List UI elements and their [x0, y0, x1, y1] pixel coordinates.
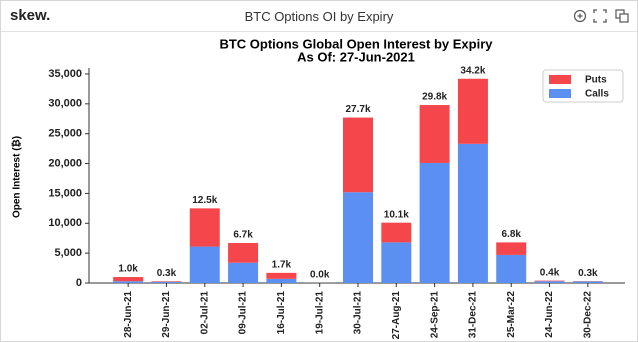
bar-segment [534, 280, 565, 282]
total-label: 0.3k [157, 268, 177, 279]
bar-segment [228, 262, 259, 283]
x-tick-label: 31-Dec-21 [468, 291, 479, 339]
legend-swatch [549, 89, 571, 98]
y-tick-label: 10,000 [48, 217, 82, 229]
bar-segment [381, 222, 412, 243]
total-label: 6.8k [501, 229, 521, 240]
y-tick-label: 5,000 [54, 247, 82, 259]
x-tick-label: 16-Jul-21 [276, 291, 287, 335]
bar-segment [496, 254, 527, 283]
y-tick-label: 35,000 [48, 68, 82, 80]
x-tick-label: 24-Sep-21 [429, 291, 440, 339]
bar-segment [457, 143, 488, 283]
legend-swatch [549, 75, 571, 84]
x-tick-label: 29-Jun-21 [161, 291, 172, 338]
legend-label: Calls [585, 89, 609, 100]
chart: BTC Options Global Open Interest by Expi… [11, 36, 625, 340]
x-tick-label: 09-Jul-21 [238, 291, 249, 335]
x-tick-label: 27-Aug-21 [391, 291, 402, 340]
x-tick-label: 25-Mar-22 [506, 291, 517, 338]
bar-segment [419, 105, 450, 163]
total-label: 27.7k [345, 104, 370, 115]
x-tick-label: 24-Jun-22 [544, 291, 555, 338]
widget-title: BTC Options OI by Expiry [244, 9, 394, 24]
header: skew. BTC Options OI by Expiry [1, 1, 637, 32]
y-tick-label: 30,000 [48, 98, 82, 110]
x-tick-label: 30-Dec-22 [582, 291, 593, 339]
bar-segment [151, 281, 182, 282]
total-label: 0.3k [578, 268, 598, 279]
bar-segment [113, 281, 144, 283]
total-label: 12.5k [192, 195, 217, 206]
total-label: 10.1k [384, 209, 409, 220]
bar-segment [113, 277, 144, 282]
y-tick-label: 20,000 [48, 157, 82, 169]
bar-segment [228, 242, 259, 263]
x-tick-label: 30-Jul-21 [353, 291, 364, 335]
bar-segment [572, 281, 603, 283]
total-label: 29.8k [422, 92, 447, 103]
total-label: 1.7k [272, 259, 292, 270]
total-label: 1.0k [118, 264, 138, 275]
legend-label: Puts [585, 75, 607, 86]
chart-title: BTC Options Global Open Interest by Expi… [219, 36, 493, 51]
bar-segment [343, 117, 373, 193]
x-tick-label: 19-Jul-21 [314, 291, 325, 335]
logo: skew. [10, 7, 51, 24]
y-tick-label: 15,000 [48, 187, 82, 199]
x-tick-label: 28-Jun-21 [123, 291, 134, 338]
bar-segment [189, 246, 220, 283]
total-label: 34.2k [460, 65, 485, 76]
fullscreen-icon[interactable] [593, 9, 607, 23]
total-label: 0.0k [310, 269, 330, 280]
bar-segment [457, 78, 488, 144]
bar-segment [189, 208, 220, 247]
chart-subtitle: As Of: 27-Jun-2021 [297, 49, 415, 64]
bar-segment [534, 281, 565, 283]
bar-segment [151, 281, 182, 283]
total-label: 6.7k [233, 230, 253, 241]
y-tick-label: 25,000 [48, 128, 82, 140]
bar-segment [419, 162, 450, 283]
bar-segment [496, 242, 527, 255]
x-tick-label: 02-Jul-21 [199, 291, 210, 335]
bar-segment [266, 272, 297, 279]
y-tick-label: 0 [76, 277, 82, 289]
zoom-icon[interactable] [573, 9, 587, 23]
bar-segment [381, 242, 412, 283]
bar-segment [266, 278, 297, 283]
y-axis-label: Open Interest (₿) [11, 136, 23, 218]
total-label: 0.4k [540, 267, 560, 278]
bar-segment [343, 192, 373, 283]
toolbar[interactable] [573, 8, 631, 24]
